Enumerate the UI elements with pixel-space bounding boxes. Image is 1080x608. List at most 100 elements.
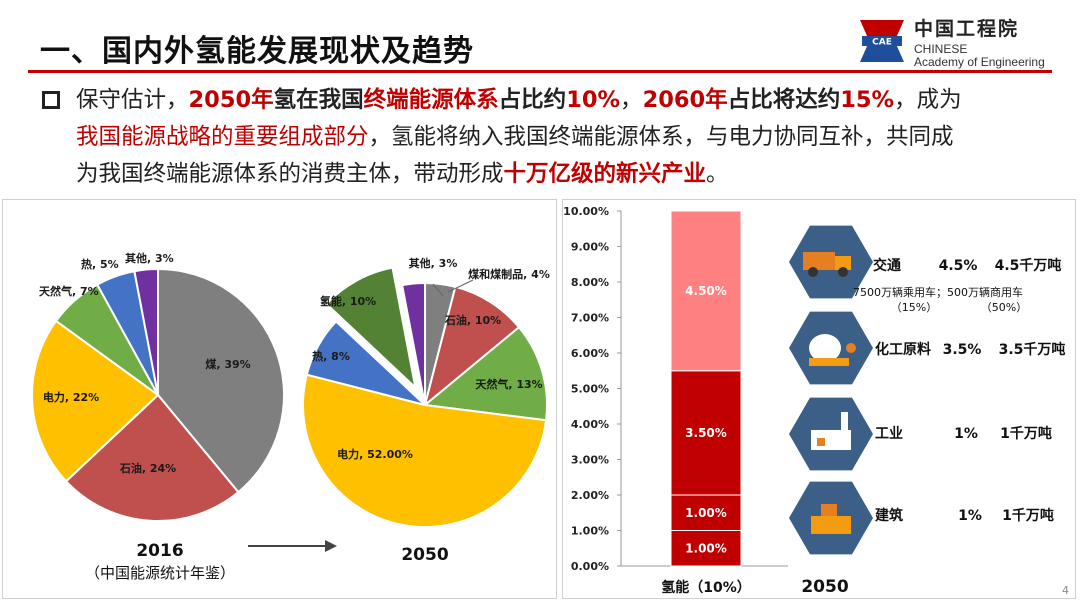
leader-line (432, 283, 444, 297)
pie-slice (31, 319, 160, 483)
sector-share: 3.5% (943, 342, 982, 358)
pie-slice-label: 热, 5% (81, 257, 119, 271)
y-tick-label: 3.00% (571, 454, 609, 467)
logo-english-line1: CHINESE (914, 42, 968, 56)
bar-segment-label: 4.50% (685, 284, 727, 298)
sector-name: 工业 (875, 426, 903, 442)
vehicle-share-left: （15%） (891, 301, 937, 314)
sector-name: 建筑 (875, 507, 903, 524)
paragraph-line: 为我国终端能源体系的消费主体，带动形成十万亿级的新兴产业。 (76, 156, 1056, 193)
y-tick-label: 8.00% (571, 276, 609, 289)
hydrogen-bar-panel: 0.00% 1.00% 2.00% 3.00% 4.00% 5.00% 6.00% 7.00%… (562, 199, 1076, 599)
vehicle-share-right: （50%） (981, 301, 1027, 314)
pie-slice-label: 煤, 39% (205, 357, 250, 371)
y-tick-label: 9.00% (571, 241, 609, 254)
paragraph-segment: ，氢能将纳入我国终端能源体系，与电力协同互补，共同成 (368, 124, 954, 150)
pie-slice-label: 天然气, 7% (39, 284, 99, 298)
stacked-bar-segment (670, 494, 742, 531)
sector-name: 化工原料 (875, 341, 931, 358)
paragraph-segment: 占比约 (498, 87, 567, 113)
pie-slice-label: 其他, 3% (125, 251, 174, 265)
sector-share: 1% (958, 508, 982, 524)
cae-logo: CAE 中国工程院 CHINESE Academy of Engineering (856, 12, 1056, 69)
y-tick-label: 0.00% (571, 560, 609, 573)
cae-badge-icon: CAE (856, 16, 908, 66)
bar-segment-label: 1.00% (685, 541, 727, 555)
pie-slice-label: 电力, 52.00% (337, 447, 413, 461)
bar-segment-label: 3.50% (685, 426, 727, 440)
paragraph-segment: 终端能源体系 (363, 87, 499, 113)
truck-icon (789, 225, 873, 299)
pie-charts-svg: 煤, 39% 石油, 24% 电力, 22% 天然气, 7% 热, 5% 其他, 3% 煤和… (31, 251, 550, 582)
pie-slice (422, 325, 548, 422)
pie-slice (157, 267, 285, 494)
x-year-label: 2050 (801, 577, 848, 597)
sector-amount: 1千万吨 (1000, 425, 1052, 442)
bar-segment-label: 1.00% (685, 506, 727, 520)
logo-chinese-name: 中国工程院 (914, 18, 1020, 40)
pie-slice-label: 石油, 10% (444, 313, 501, 327)
y-tick-label: 4.00% (571, 418, 609, 431)
pie-slice-label: 热, 8% (312, 349, 350, 363)
sector-amount: 3.5千万吨 (999, 341, 1066, 358)
y-tick-label: 5.00% (571, 383, 609, 396)
y-tick-label: 6.00% (571, 347, 609, 360)
page-number: 4 (1062, 584, 1069, 597)
paragraph-line: 保守估计，2050年氢在我国终端能源体系占比约10%，2060年占比将达约15%… (76, 82, 1056, 119)
pie-slice (302, 373, 548, 528)
x-category-label: 氢能（10%） (661, 579, 751, 596)
pie-year-2050: 2050 (401, 545, 448, 565)
stacked-bar-segment (670, 370, 742, 496)
paragraph-segment: 。 (706, 161, 729, 187)
paragraph-segment: 10% (566, 87, 621, 113)
svg-text:CAE: CAE (872, 38, 892, 48)
page-title: 一、国内外氢能发展现状及趋势 (40, 34, 474, 69)
paragraph-segment: 十万亿级的新兴产业 (503, 161, 707, 187)
paragraph-segment: 2060年 (642, 87, 728, 113)
sector-amount: 4.5千万吨 (995, 257, 1062, 274)
building-icon (789, 481, 873, 555)
stacked-bar-segment (670, 210, 742, 372)
y-tick-label: 2.00% (571, 489, 609, 502)
paragraph-segment: 2050年 (188, 87, 274, 113)
pie-slice-label: 天然气, 13% (475, 377, 542, 391)
sector-share: 1% (954, 426, 978, 442)
arrow-right-icon (325, 540, 337, 552)
pie-source-note: （中国能源统计年鉴） (85, 564, 235, 582)
sector-amount: 1千万吨 (1002, 507, 1054, 524)
paragraph-line: 我国能源战略的重要组成部分，氢能将纳入我国终端能源体系，与电力协同互补，共同成 (76, 119, 1056, 156)
paragraph-segment: 保守估计， (76, 87, 189, 113)
sector-share: 4.5% (939, 258, 978, 274)
paragraph-segment: 占比将达约 (727, 87, 841, 113)
summary-paragraph: 保守估计，2050年氢在我国终端能源体系占比约10%，2060年占比将达约15%… (76, 82, 1056, 193)
leader-line (447, 279, 474, 293)
y-tick-label: 10.00% (563, 205, 609, 218)
y-tick-label: 1.00% (571, 525, 609, 538)
title-divider (28, 70, 1052, 73)
pie-chart-panel: 煤, 39% 石油, 24% 电力, 22% 天然气, 7% 热, 5% 其他, 3% 煤和… (2, 199, 557, 599)
pie-slice-label: 氢能, 10% (320, 294, 376, 308)
paragraph-segment: ，成为 (894, 87, 962, 113)
bar-chart-svg: 0.00% 1.00% 2.00% 3.00% 4.00% 5.00% 6.00% 7.00%… (563, 205, 1069, 597)
paragraph-segment: 氢在我国 (273, 87, 364, 113)
paragraph-segment: ， (620, 87, 643, 113)
pie-slice (133, 267, 159, 396)
logo-english-line2: Academy of Engineering (914, 55, 1045, 69)
bullet-square-icon (42, 91, 60, 109)
pie-slice-label: 其他, 3% (409, 256, 458, 270)
chemical-plant-icon (789, 311, 873, 385)
pie-slice-label: 石油, 24% (119, 461, 176, 475)
paragraph-segment: 我国能源战略的重要组成部分 (76, 124, 369, 150)
factory-icon (789, 397, 873, 471)
vehicle-note: 7500万辆乘用车；500万辆商用车 (853, 285, 1023, 299)
pie-slice-label: 电力, 22% (43, 390, 99, 404)
paragraph-segment: 15% (840, 87, 895, 113)
y-tick-label: 7.00% (571, 312, 609, 325)
pie-slice (325, 266, 417, 391)
pie-slice (64, 393, 240, 522)
sector-name: 交通 (873, 257, 901, 274)
pie-slice (400, 281, 426, 406)
pie-year-2016: 2016 (136, 541, 183, 561)
pie-slice (305, 320, 426, 406)
pie-slice-label: 煤和煤制品, 4% (468, 267, 550, 281)
